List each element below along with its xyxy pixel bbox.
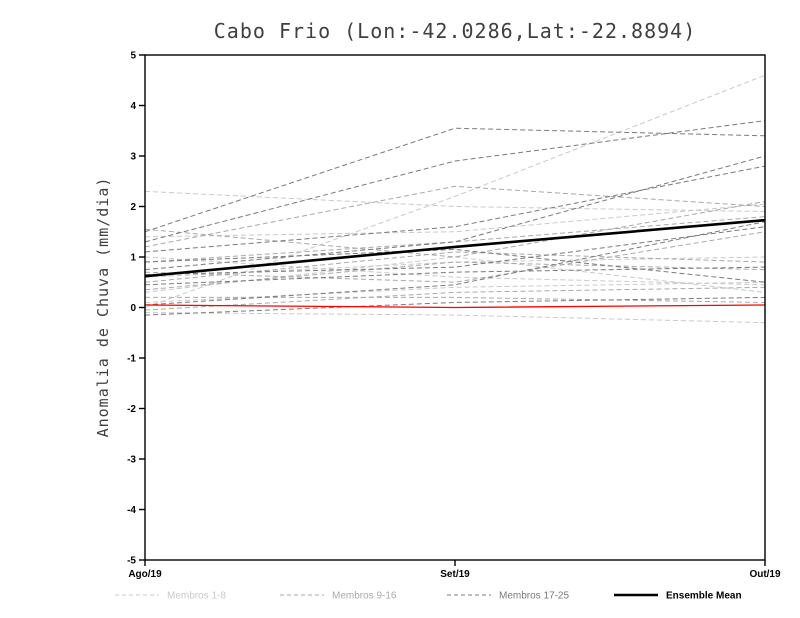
member-line xyxy=(144,248,766,283)
red-reference-line xyxy=(144,304,766,309)
x-tick-label: Out/19 xyxy=(749,569,781,580)
legend-item-label: Membros 1-8 xyxy=(167,591,226,602)
member-line xyxy=(145,296,766,303)
y-tick-label: -1 xyxy=(127,354,136,365)
member-line xyxy=(144,281,766,303)
y-tick-label: 0 xyxy=(130,303,136,314)
member-line xyxy=(144,312,766,324)
member-line xyxy=(144,185,766,248)
member-line xyxy=(144,74,766,308)
member-line xyxy=(144,203,766,238)
y-tick-label: -2 xyxy=(127,404,136,415)
member-line xyxy=(144,221,766,306)
member-line xyxy=(144,296,766,316)
y-tick-label: -3 xyxy=(127,455,136,466)
y-tick-label: 2 xyxy=(130,202,136,213)
x-tick-label: Ago/19 xyxy=(128,569,162,580)
y-tick-label: -4 xyxy=(127,505,136,516)
legend-item-label: Membros 17-25 xyxy=(499,591,569,602)
chart-title: Cabo Frio (Lon:-42.0286,Lat:-22.8894) xyxy=(214,19,697,43)
member-line xyxy=(144,256,766,293)
y-axis-label: Anomalia de Chuva (mm/dia) xyxy=(94,177,112,438)
member-line xyxy=(144,216,766,263)
y-tick-label: -5 xyxy=(127,556,136,567)
member-line xyxy=(144,190,766,213)
member-line xyxy=(144,165,766,253)
plot-area: 5 4 3 2 1 0 -1 -2 -3 -4 -5 Ago/19 Set/19 Out/19 xyxy=(127,51,781,581)
member-line xyxy=(144,120,766,243)
member-line xyxy=(144,200,766,258)
member-line xyxy=(144,155,766,271)
chart-legend: Membros 1-8 Membros 9-16 Membros 17-25 Ense… xyxy=(115,591,742,602)
member-line xyxy=(144,256,766,286)
y-tick-label: 4 xyxy=(130,101,136,112)
member-line xyxy=(144,127,766,233)
y-tick-label: 1 xyxy=(130,253,136,264)
y-tick-label: 5 xyxy=(130,51,136,62)
member-line xyxy=(144,266,766,286)
x-tick-label: Set/19 xyxy=(440,569,470,580)
ensemble-mean-line xyxy=(144,218,766,278)
legend-item-label: Ensemble Mean xyxy=(666,591,742,602)
legend-item-label: Membros 9-16 xyxy=(332,591,397,602)
y-tick-label: 3 xyxy=(130,152,136,163)
member-line xyxy=(144,286,766,311)
